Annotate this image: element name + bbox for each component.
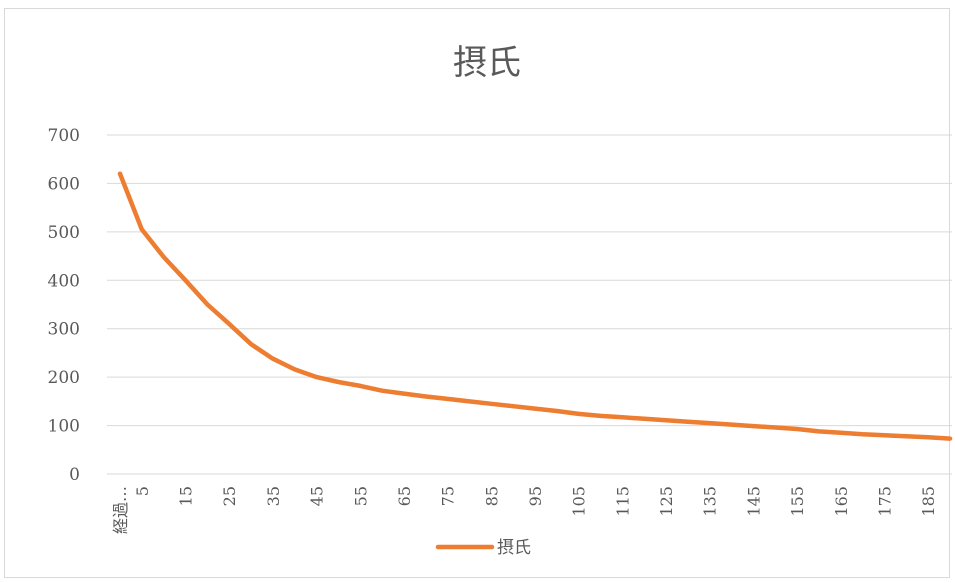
y-axis-ticks: 0 100 200 300 400 500 600 700	[48, 126, 80, 485]
x-tick-label: 経過…	[111, 486, 130, 534]
x-tick-label: 65	[395, 486, 414, 506]
y-tick-label: 0	[69, 465, 80, 485]
x-tick-label: 15	[177, 486, 196, 506]
x-tick-label: 85	[482, 486, 501, 506]
x-tick-label: 25	[220, 486, 239, 506]
x-tick-label: 95	[526, 486, 545, 506]
chart-area	[4, 8, 950, 578]
legend-label: 摂氏	[497, 538, 531, 558]
chart-title: 摂氏	[453, 43, 521, 83]
x-tick-label: 45	[308, 486, 327, 506]
legend: 摂氏	[435, 538, 531, 558]
x-tick-label: 125	[657, 486, 676, 517]
x-tick-label: 155	[788, 486, 807, 517]
x-axis-ticks: 経過… 5 15 25 35 45 55 65 75 85 95 105 115 125 135 145 155…	[111, 486, 938, 534]
x-tick-label: 105	[570, 486, 589, 517]
x-tick-label: 145	[744, 486, 763, 517]
y-tick-label: 400	[48, 271, 80, 291]
x-tick-label: 75	[439, 486, 458, 506]
series-line	[117, 171, 953, 441]
x-tick-label: 185	[919, 486, 938, 517]
y-tick-label: 600	[48, 174, 80, 194]
gridlines	[107, 134, 952, 475]
x-tick-label: 135	[701, 486, 720, 517]
x-tick-label: 35	[264, 486, 283, 506]
y-tick-label: 500	[48, 223, 80, 243]
x-tick-label: 175	[875, 486, 894, 517]
x-tick-label: 115	[613, 486, 632, 517]
series-layer	[117, 171, 953, 441]
x-tick-label: 165	[832, 486, 851, 517]
y-tick-label: 300	[48, 320, 80, 340]
y-tick-label: 200	[48, 368, 80, 388]
x-tick-label: 55	[351, 486, 370, 506]
y-tick-label: 700	[48, 126, 80, 146]
y-tick-label: 100	[48, 417, 80, 437]
x-tick-label: 5	[133, 486, 152, 496]
